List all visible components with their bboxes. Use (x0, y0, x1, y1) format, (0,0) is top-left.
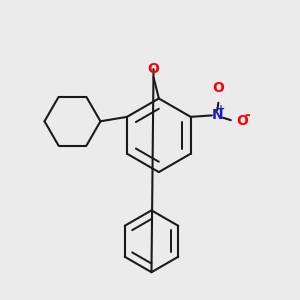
Text: -: - (244, 108, 250, 122)
Text: N: N (212, 108, 224, 122)
Text: O: O (236, 114, 248, 128)
Text: O: O (148, 62, 160, 76)
Text: O: O (212, 81, 224, 95)
Text: +: + (217, 104, 225, 114)
